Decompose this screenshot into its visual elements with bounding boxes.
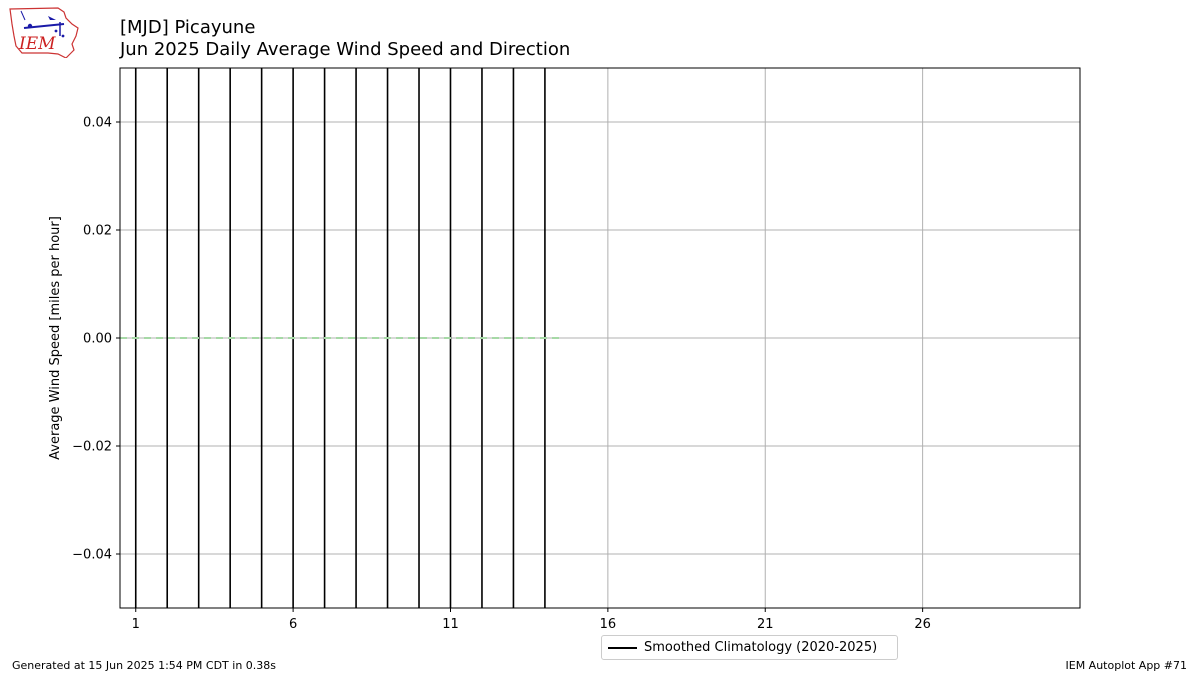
y-tick-label: 0.00 [83, 332, 112, 347]
x-tick-label: 16 [600, 617, 617, 632]
x-tick-label: 6 [289, 617, 297, 632]
iem-iowa-logo-icon [9, 7, 79, 59]
y-tick-label: 0.04 [83, 116, 112, 131]
legend-swatch-climatology [608, 647, 637, 649]
x-tick-label: 21 [757, 617, 774, 632]
chart-legend: Smoothed Climatology (2020-2025) [601, 635, 898, 660]
chart-title-station: [MJD] Picayune [120, 17, 256, 38]
y-tick-label: −0.04 [72, 548, 112, 563]
legend-label-climatology: Smoothed Climatology (2020-2025) [644, 640, 878, 655]
y-axis-label: Average Wind Speed [miles per hour] [48, 216, 63, 460]
x-axis-ticks: 1 6 11 16 21 26 [132, 608, 931, 632]
y-axis-ticks: −0.04 −0.02 0.00 0.02 0.04 [72, 116, 120, 563]
generated-timestamp: Generated at 15 Jun 2025 1:54 PM CDT in … [12, 659, 277, 672]
app-id-label: IEM Autoplot App #71 [1065, 659, 1188, 672]
x-tick-label: 11 [442, 617, 459, 632]
y-tick-label: −0.02 [72, 440, 112, 455]
iem-logo: IEM [8, 6, 80, 59]
chart-title-subtitle: Jun 2025 Daily Average Wind Speed and Di… [120, 39, 571, 60]
x-tick-label: 26 [914, 617, 931, 632]
y-tick-label: 0.02 [83, 224, 112, 239]
x-tick-label: 1 [132, 617, 140, 632]
logo-text: IEM [19, 34, 56, 54]
